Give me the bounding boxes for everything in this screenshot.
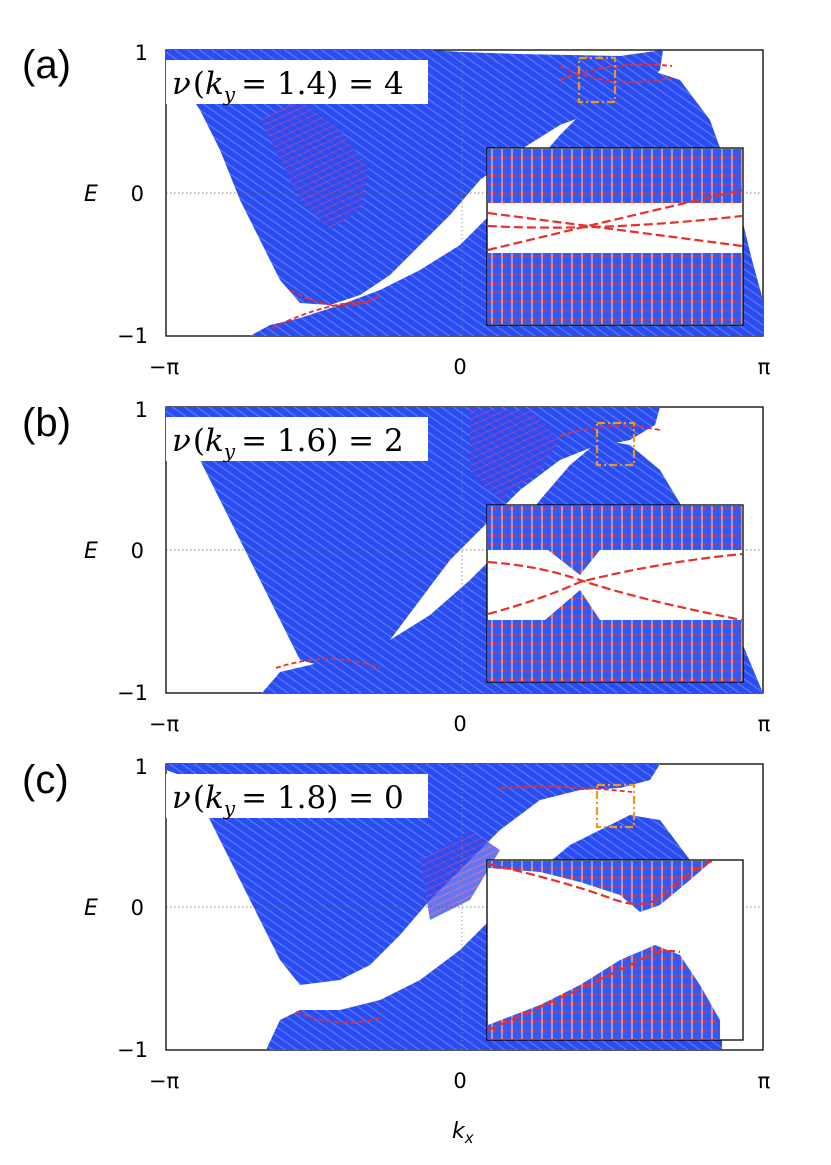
annotation-box: [166, 417, 428, 461]
bulk-band-mid: [420, 830, 500, 920]
panel-label: (b): [22, 401, 71, 445]
y-tick-label: −1: [117, 681, 148, 705]
y-axis-label: E: [84, 896, 98, 921]
annotation-box: [166, 774, 428, 818]
x-tick-label: 0: [453, 355, 466, 379]
edge-state-curve: [289, 289, 381, 307]
x-axis-label: kx: [452, 1119, 474, 1147]
winding-number-annotation: ν(ky = 1.6) = 2: [172, 423, 404, 463]
zoom-highlight-box: [595, 783, 636, 829]
x-tick-label: 0: [453, 1069, 466, 1093]
inset-zoom-a: [486, 147, 744, 326]
x-tick-label: π: [758, 1069, 771, 1093]
panel-b: (b) ν(ky = 1.6) = 2: [22, 398, 771, 736]
bulk-band-mid: [260, 100, 370, 230]
x-tick-label: π: [758, 712, 771, 736]
x-tick-label: 0: [453, 712, 466, 736]
bulk-band-upper: [166, 764, 660, 985]
zoom-highlight-box: [595, 421, 636, 467]
inset-zoom-b: [486, 504, 744, 683]
inset-zoom-c: [486, 859, 744, 1041]
edge-state-curve: [559, 425, 661, 437]
edge-state-curve: [295, 1011, 381, 1024]
y-tick-label: 1: [135, 398, 148, 422]
panel-label: (c): [22, 758, 69, 802]
y-axis-label: E: [84, 182, 98, 207]
y-tick-label: 0: [131, 539, 144, 563]
x-tick-label: −π: [149, 355, 180, 379]
x-tick-label: π: [758, 355, 771, 379]
edge-state-curve: [559, 63, 673, 81]
plot-area-c: ν(ky = 1.8) = 0: [165, 763, 764, 1051]
annotation-box: [166, 60, 428, 104]
winding-number-annotation: ν(ky = 1.4) = 4: [172, 66, 404, 106]
edge-state-curve: [275, 658, 381, 669]
y-tick-label: −1: [117, 1038, 148, 1062]
y-tick-label: −1: [117, 324, 148, 348]
x-tick-label: −π: [149, 712, 180, 736]
panel-a: (a): [22, 41, 771, 379]
y-tick-label: 0: [131, 182, 144, 206]
panel-c: (c) ν(ky = 1.8) = 0 1 0 −1: [22, 755, 771, 1093]
y-axis-label: E: [84, 539, 98, 564]
bulk-band-mid: [470, 410, 560, 500]
plot-area-b: ν(ky = 1.6) = 2: [165, 406, 764, 694]
y-tick-label: 0: [131, 896, 144, 920]
edge-state-curve: [499, 785, 633, 793]
zoom-highlight-box: [577, 56, 617, 104]
panel-label: (a): [22, 43, 71, 87]
y-tick-label: 1: [135, 41, 148, 65]
winding-number-annotation: ν(ky = 1.8) = 0: [172, 780, 404, 820]
y-tick-label: 1: [135, 755, 148, 779]
x-tick-label: −π: [149, 1069, 180, 1093]
edge-state-curve: [271, 300, 373, 329]
plot-area-a: ν(ky = 1.4) = 4: [165, 49, 764, 337]
edge-state-curve: [559, 65, 673, 83]
